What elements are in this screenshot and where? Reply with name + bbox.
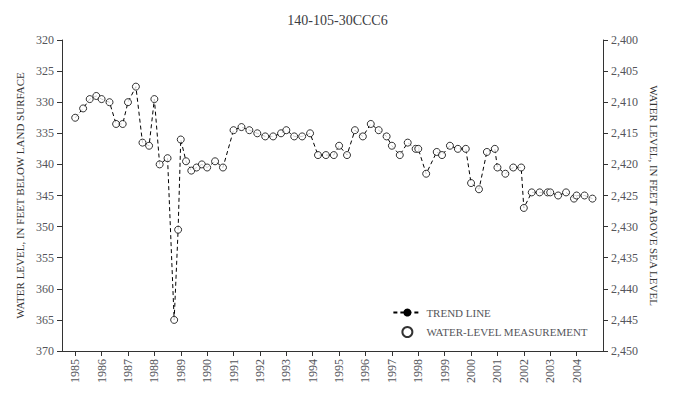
svg-text:TREND LINE: TREND LINE: [426, 307, 491, 319]
svg-text:350: 350: [36, 220, 54, 234]
svg-text:2,440: 2,440: [611, 282, 638, 296]
svg-text:330: 330: [36, 95, 54, 109]
svg-text:2,435: 2,435: [611, 251, 638, 265]
svg-text:WATER-LEVEL MEASUREMENT: WATER-LEVEL MEASUREMENT: [426, 326, 587, 338]
svg-text:1988: 1988: [147, 359, 161, 383]
svg-text:325: 325: [36, 64, 54, 78]
svg-text:1999: 1999: [438, 359, 452, 383]
svg-text:140-105-30CCC6: 140-105-30CCC6: [287, 13, 387, 28]
svg-text:320: 320: [36, 33, 54, 47]
svg-text:2,400: 2,400: [611, 33, 638, 47]
svg-text:355: 355: [36, 251, 54, 265]
svg-text:2,445: 2,445: [611, 313, 638, 327]
svg-text:1985: 1985: [68, 359, 82, 383]
svg-text:1995: 1995: [332, 359, 346, 383]
svg-text:2,410: 2,410: [611, 95, 638, 109]
svg-text:1993: 1993: [279, 359, 293, 383]
svg-text:1990: 1990: [200, 359, 214, 383]
svg-text:1994: 1994: [306, 359, 320, 383]
svg-text:1996: 1996: [358, 359, 372, 383]
svg-text:1991: 1991: [227, 359, 241, 383]
svg-text:WATER LEVEL, IN FEET BELOW LAN: WATER LEVEL, IN FEET BELOW LAND SURFACE: [14, 72, 26, 319]
svg-text:1997: 1997: [385, 359, 399, 383]
svg-text:2002: 2002: [517, 359, 531, 383]
svg-text:2,415: 2,415: [611, 126, 638, 140]
svg-text:1992: 1992: [253, 359, 267, 383]
svg-text:WATER LEVEL, IN FEET ABOVE SEA: WATER LEVEL, IN FEET ABOVE SEA LEVEL: [648, 85, 660, 306]
svg-text:345: 345: [36, 189, 54, 203]
svg-text:2,425: 2,425: [611, 189, 638, 203]
svg-text:360: 360: [36, 282, 54, 296]
svg-text:2001: 2001: [490, 359, 504, 383]
svg-text:1987: 1987: [121, 359, 135, 383]
svg-text:2004: 2004: [570, 359, 584, 383]
svg-text:1998: 1998: [411, 359, 425, 383]
svg-text:2,405: 2,405: [611, 64, 638, 78]
svg-text:370: 370: [36, 344, 54, 358]
svg-text:2,420: 2,420: [611, 157, 638, 171]
svg-text:2,450: 2,450: [611, 344, 638, 358]
svg-text:2,430: 2,430: [611, 220, 638, 234]
svg-text:1986: 1986: [95, 359, 109, 383]
svg-text:1989: 1989: [174, 359, 188, 383]
svg-text:335: 335: [36, 126, 54, 140]
svg-text:340: 340: [36, 157, 54, 171]
svg-text:2003: 2003: [543, 359, 557, 383]
svg-text:2000: 2000: [464, 359, 478, 383]
svg-text:365: 365: [36, 313, 54, 327]
